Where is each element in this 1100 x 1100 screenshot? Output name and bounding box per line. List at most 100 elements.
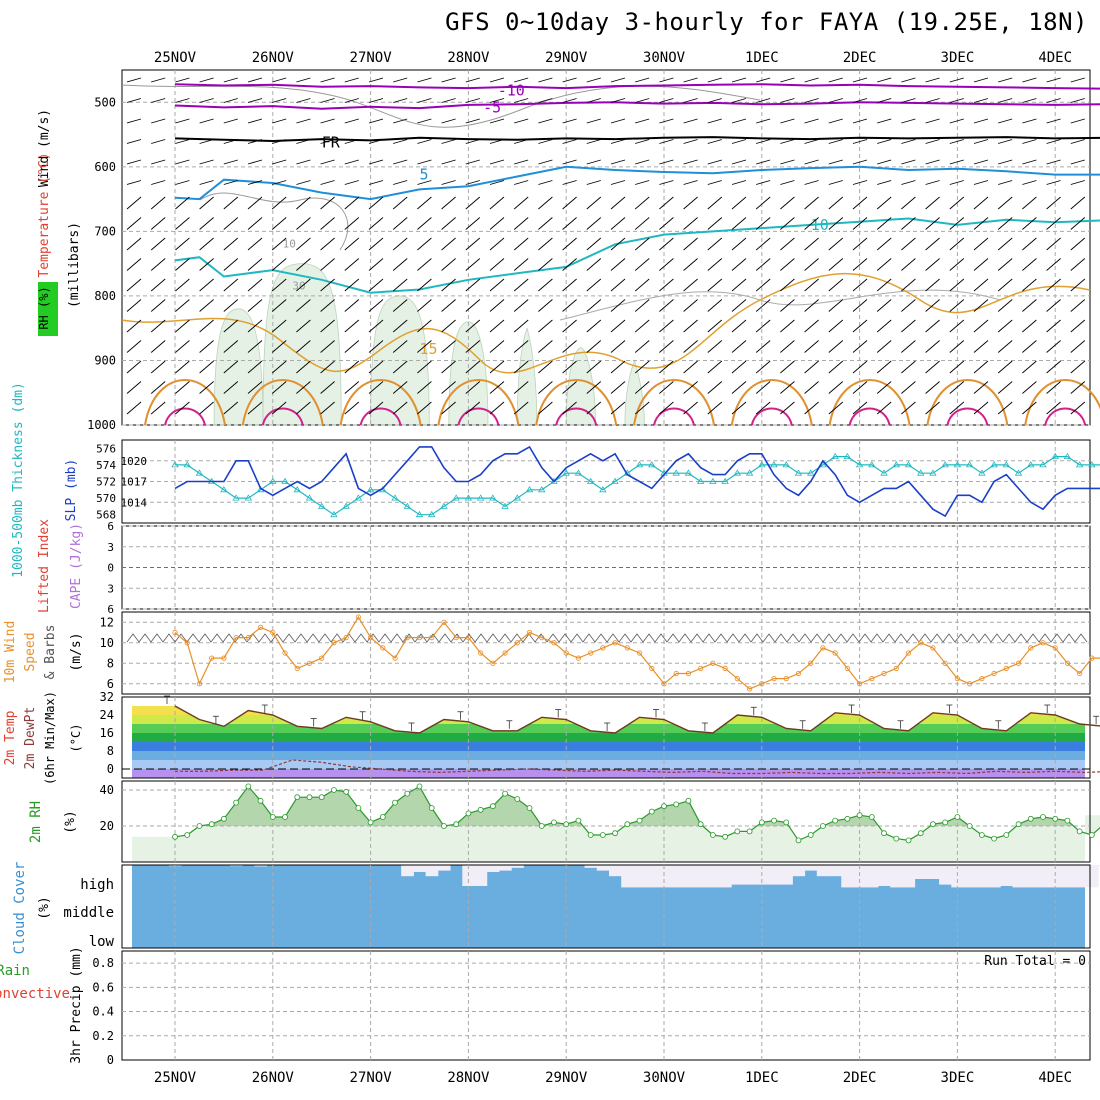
wind-speed-point xyxy=(184,640,190,646)
wind-speed-point xyxy=(808,660,814,666)
wind-barb xyxy=(489,319,505,333)
wind-barb xyxy=(562,196,577,210)
date-label-top: 25NOV xyxy=(154,50,197,66)
wind-barb xyxy=(997,217,1013,230)
wind-barb xyxy=(126,340,142,353)
wind-barb xyxy=(683,159,698,165)
wind-barb xyxy=(925,159,940,165)
wind-barb xyxy=(973,258,989,271)
wind-speed-point xyxy=(465,635,471,641)
pressure-tick-label: 500 xyxy=(94,95,116,109)
rh-point xyxy=(526,805,533,811)
wind-barb xyxy=(876,319,892,333)
wind-barb xyxy=(707,217,723,230)
thickness-point xyxy=(220,486,228,493)
wind-barb xyxy=(344,278,360,292)
wind-barb xyxy=(538,159,553,165)
cloud-high-gap xyxy=(767,865,781,885)
thickness-point xyxy=(415,510,424,518)
cloud-high-gap xyxy=(914,865,928,879)
wind-barb xyxy=(610,299,626,312)
precip-tick-label: 0.6 xyxy=(92,980,114,994)
wind-barb xyxy=(949,196,965,210)
wind-barb xyxy=(368,237,384,251)
wind-barb xyxy=(925,381,940,394)
wind-barb xyxy=(417,258,432,271)
wind-barb xyxy=(368,196,384,210)
wind-barb xyxy=(175,159,190,165)
wind-barb xyxy=(998,180,1013,185)
wind-barb xyxy=(513,299,529,312)
wind-barb xyxy=(320,98,335,103)
wind-barb xyxy=(513,237,529,251)
contour-label-10: 10 xyxy=(811,216,829,234)
temp-contour-25 xyxy=(750,407,793,426)
temp-contour-20 xyxy=(828,379,911,426)
wind-barb xyxy=(634,258,650,271)
wind-speed-point xyxy=(245,635,251,641)
wind-barb xyxy=(683,258,698,271)
wind-barb xyxy=(925,118,940,124)
wind-barb xyxy=(223,196,239,210)
thickness-point xyxy=(538,486,546,493)
thickness-point xyxy=(1027,461,1035,468)
wind-barb xyxy=(1070,139,1085,144)
wind-barb xyxy=(949,258,965,271)
wind-barb xyxy=(828,139,843,144)
wind-barb xyxy=(610,159,626,165)
wind-barb xyxy=(199,381,214,394)
rh-contour xyxy=(199,192,349,251)
wind-barb xyxy=(804,180,819,185)
rh-point xyxy=(538,823,545,829)
thickness-point xyxy=(794,469,803,476)
wind-barb xyxy=(1070,278,1086,292)
wind-barb xyxy=(852,139,868,144)
wind-speed-point xyxy=(685,670,692,677)
rh-point xyxy=(771,817,777,824)
wind-barb xyxy=(780,401,795,415)
wind-barb xyxy=(489,180,505,185)
wind-barb xyxy=(1070,217,1086,230)
wind10-axis-label: 10m Wind xyxy=(3,621,18,684)
wind-speed-point xyxy=(367,635,374,641)
wind-barb xyxy=(392,299,408,312)
wind-barb xyxy=(320,159,335,165)
wind-barb xyxy=(441,118,456,124)
thickness-point xyxy=(342,502,350,509)
cloud-high-gap xyxy=(902,865,916,888)
wind-barb xyxy=(441,258,456,271)
rh-shade xyxy=(516,327,538,426)
wind-barb xyxy=(755,299,771,312)
li-tick-label: 6 xyxy=(107,520,114,533)
rh-point xyxy=(844,815,851,822)
wind-barb xyxy=(804,118,819,124)
rh-point xyxy=(893,835,900,842)
wind-barb xyxy=(126,180,142,185)
wind-barb xyxy=(272,139,287,144)
wind-barb xyxy=(780,360,795,374)
wind-barb xyxy=(562,118,577,124)
wind-barb xyxy=(683,319,698,333)
wind-barb xyxy=(901,401,916,415)
wind-barb xyxy=(804,278,819,292)
wind-barb xyxy=(586,217,602,230)
wind-barb xyxy=(731,360,747,374)
wind-barb xyxy=(949,340,965,353)
wind-barb xyxy=(852,98,868,103)
wind-speed-point xyxy=(453,635,459,641)
wind-barb xyxy=(659,77,674,83)
wind-speed-point xyxy=(856,681,863,687)
wind-barb xyxy=(635,180,650,185)
cloud-high-gap xyxy=(963,865,977,888)
wind-barb xyxy=(756,159,771,165)
wind-barb xyxy=(223,319,239,333)
thickness-point xyxy=(501,502,509,509)
rh-point xyxy=(379,814,386,820)
cloud-high-gap xyxy=(230,865,243,867)
wind-barb xyxy=(320,196,335,210)
temp-contour-20 xyxy=(241,379,324,426)
wind-barb xyxy=(877,98,892,103)
wind-speed-point xyxy=(820,645,826,651)
wind-barb xyxy=(610,360,626,374)
